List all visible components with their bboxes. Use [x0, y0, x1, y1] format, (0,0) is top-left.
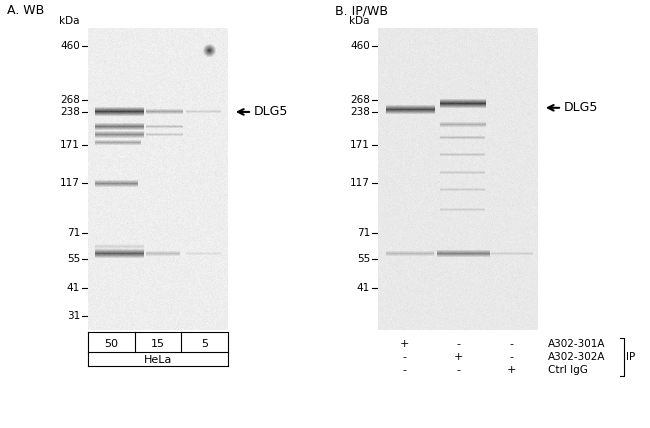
- Text: 171: 171: [60, 140, 80, 150]
- Text: -: -: [402, 352, 407, 362]
- Text: -: -: [402, 365, 407, 375]
- Text: IP: IP: [626, 352, 635, 362]
- Text: 71: 71: [357, 228, 370, 238]
- Text: kDa: kDa: [60, 16, 80, 26]
- Text: 268: 268: [350, 95, 370, 105]
- Text: 460: 460: [60, 41, 80, 51]
- Text: +: +: [506, 365, 516, 375]
- Text: 238: 238: [350, 107, 370, 117]
- Text: 41: 41: [67, 283, 80, 293]
- Text: -: -: [456, 339, 460, 349]
- Text: +: +: [453, 352, 463, 362]
- Text: 55: 55: [67, 254, 80, 264]
- Text: 117: 117: [60, 178, 80, 188]
- Text: 50: 50: [105, 339, 118, 349]
- Text: 71: 71: [67, 228, 80, 238]
- Text: -: -: [510, 352, 514, 362]
- Text: A302-302A: A302-302A: [548, 352, 606, 362]
- Text: 15: 15: [151, 339, 165, 349]
- Text: B. IP/WB: B. IP/WB: [335, 4, 388, 17]
- Text: 238: 238: [60, 107, 80, 117]
- Text: 117: 117: [350, 178, 370, 188]
- Text: 460: 460: [350, 41, 370, 51]
- Text: Ctrl IgG: Ctrl IgG: [548, 365, 588, 375]
- Text: DLG5: DLG5: [254, 105, 289, 119]
- Text: 5: 5: [201, 339, 208, 349]
- Text: 41: 41: [357, 283, 370, 293]
- Text: kDa: kDa: [350, 16, 370, 26]
- Text: A. WB: A. WB: [7, 4, 44, 17]
- Text: +: +: [400, 339, 410, 349]
- Text: DLG5: DLG5: [564, 101, 599, 114]
- Text: -: -: [510, 339, 514, 349]
- Text: A302-301A: A302-301A: [548, 339, 606, 349]
- Text: -: -: [456, 365, 460, 375]
- Text: 55: 55: [357, 254, 370, 264]
- Text: HeLa: HeLa: [144, 355, 172, 365]
- Text: 31: 31: [67, 311, 80, 321]
- Text: 171: 171: [350, 140, 370, 150]
- Text: 268: 268: [60, 95, 80, 105]
